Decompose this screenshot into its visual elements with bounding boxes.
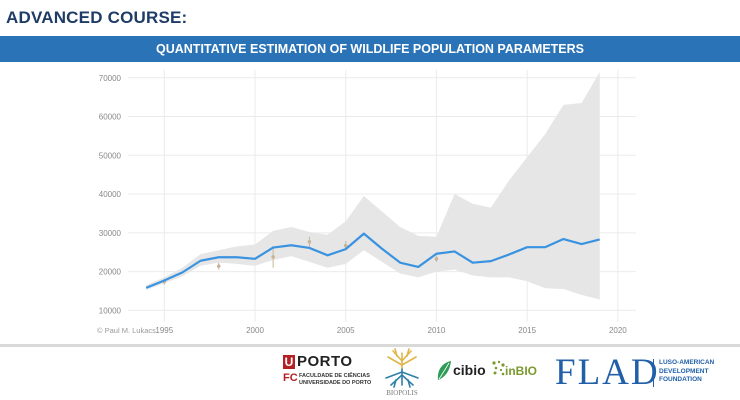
biopolis-logo: BIOPOLIS <box>377 347 427 400</box>
y-tick-label: 20000 <box>99 268 122 277</box>
confidence-band <box>146 71 600 300</box>
uporto-subtitle: FACULDADE DE CIÊNCIAS UNIVERSIDADE DO PO… <box>299 373 372 386</box>
x-tick-label: 2015 <box>518 326 536 335</box>
survey-point <box>434 257 439 261</box>
y-tick-label: 10000 <box>99 306 122 315</box>
cibio-logo: cibio <box>436 359 488 383</box>
biopolis-label: BIOPOLIS <box>386 389 418 397</box>
chart-grid <box>128 70 636 322</box>
x-tick-labels: 1995 2000 2005 2010 2015 2020 <box>155 326 627 335</box>
flad-wordmark: FLAD <box>555 352 660 393</box>
x-tick-label: 2005 <box>337 326 355 335</box>
footer-divider <box>0 344 740 347</box>
estimate-line-group <box>145 232 600 289</box>
uporto-logo: U PORTO FC FACULDADE DE CIÊNCIAS UNIVERS… <box>283 353 375 393</box>
survey-point <box>216 264 221 268</box>
uporto-wordmark: PORTO <box>297 353 353 370</box>
confidence-band-group <box>146 71 600 300</box>
survey-point <box>343 243 348 248</box>
x-tick-label: 2010 <box>428 326 446 335</box>
chart-container: 1995 2000 2005 2010 2015 2020 10000 20000 30000… <box>0 62 740 347</box>
y-tick-label: 50000 <box>99 151 122 160</box>
uporto-fc-mark: FC <box>283 372 298 384</box>
flad-tagline: LUSO-AMERICAN DEVELOPMENT FOUNDATION <box>659 359 715 383</box>
biopolis-tree-icon <box>385 348 419 388</box>
title-banner: QUANTITATIVE ESTIMATION OF WILDLIFE POPU… <box>0 36 740 62</box>
flad-logo: FLAD LUSO-AMERICAN DEVELOPMENT FOUNDATIO… <box>555 353 735 393</box>
population-estimate-line <box>145 232 600 289</box>
inbio-logo: inBIO <box>491 357 539 383</box>
x-tick-label: 1995 <box>155 326 173 335</box>
y-tick-label: 30000 <box>99 229 122 238</box>
y-tick-label: 40000 <box>99 190 122 199</box>
cibio-leaf-icon <box>437 361 451 380</box>
sponsor-logos: U PORTO FC FACULDADE DE CIÊNCIAS UNIVERS… <box>0 347 740 400</box>
survey-point <box>307 239 312 244</box>
course-heading: ADVANCED COURSE: <box>6 8 188 27</box>
population-chart: 1995 2000 2005 2010 2015 2020 10000 20000 30000… <box>97 70 636 335</box>
chart-credit: © Paul M. Lukacs <box>97 326 156 335</box>
survey-point <box>271 255 275 259</box>
cibio-wordmark: cibio <box>453 362 486 378</box>
flad-separator <box>653 359 654 387</box>
y-tick-label: 70000 <box>99 74 122 83</box>
x-tick-label: 2000 <box>246 326 264 335</box>
y-tick-label: 60000 <box>99 113 122 122</box>
x-tick-label: 2020 <box>609 326 627 335</box>
inbio-wordmark: inBIO <box>505 364 537 378</box>
y-tick-labels: 10000 20000 30000 40000 50000 60000 70000 <box>99 74 122 316</box>
uporto-u-mark: U <box>283 355 295 369</box>
inbio-dots-icon <box>492 360 505 376</box>
